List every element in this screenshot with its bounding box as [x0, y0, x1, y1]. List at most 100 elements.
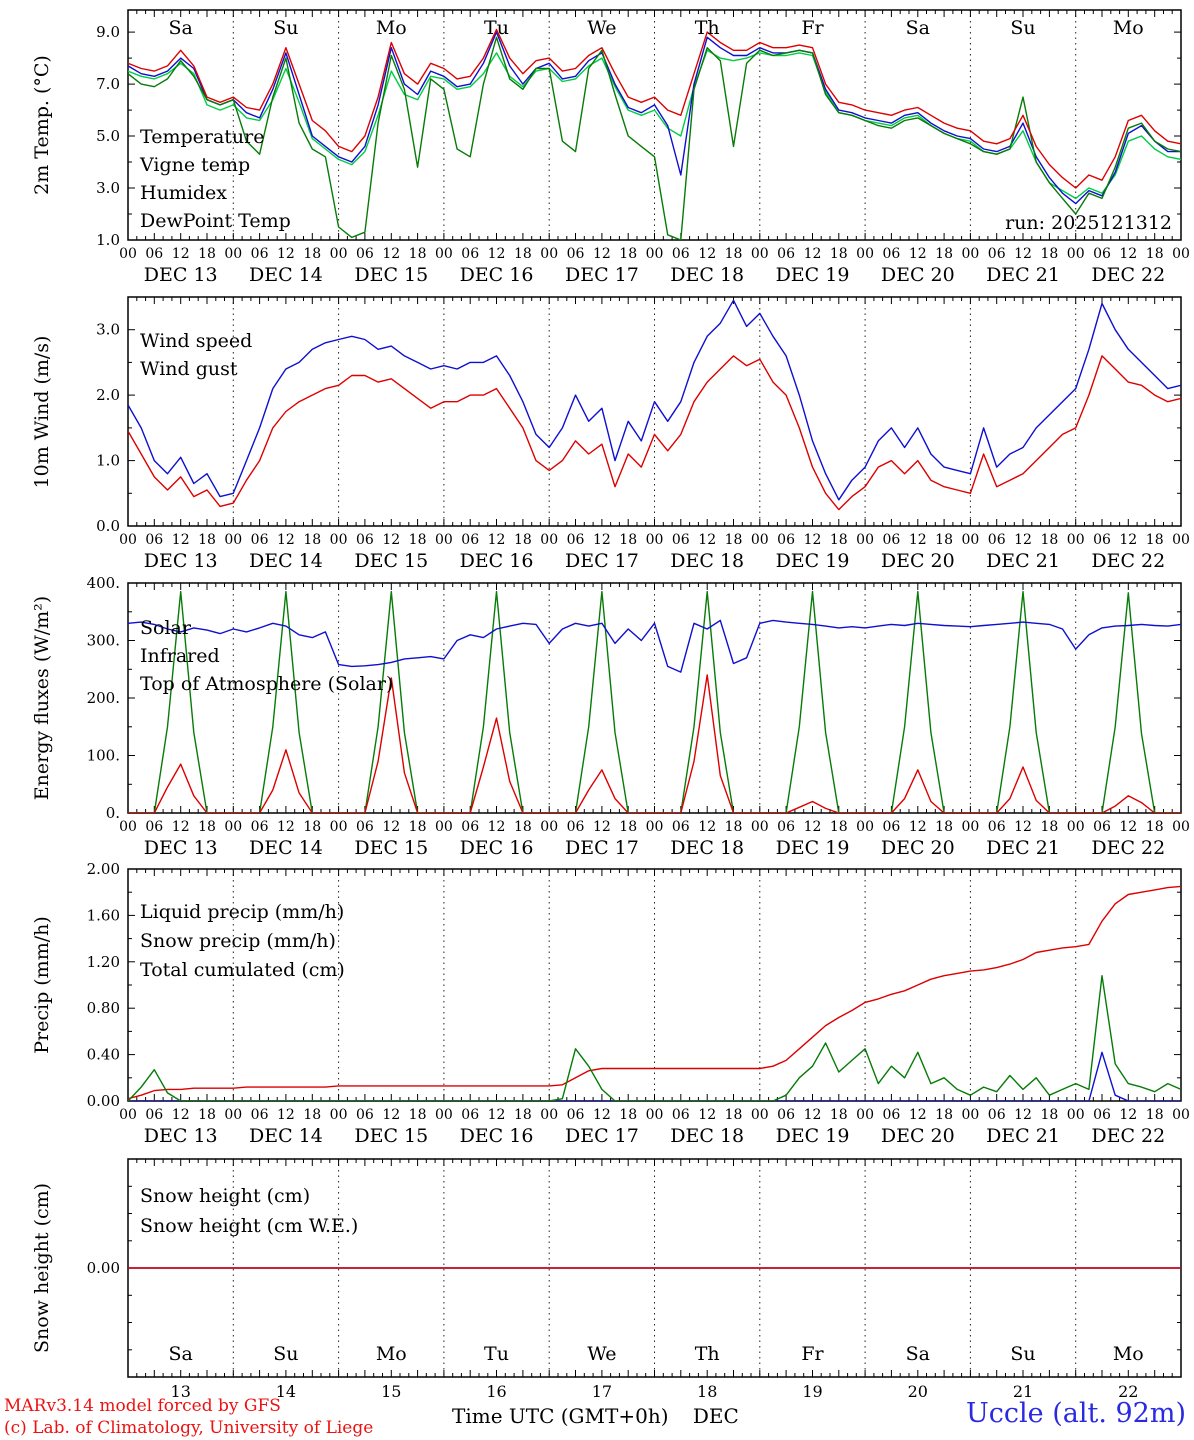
x-tick-label: 06 — [672, 1107, 690, 1123]
x-tick-label: 12 — [593, 532, 611, 548]
x-tick-label: 18 — [514, 1107, 532, 1123]
date-label: DEC 14 — [249, 837, 323, 859]
x-tick-label: 06 — [777, 532, 795, 548]
day-number-label: 15 — [381, 1382, 401, 1401]
x-tick-label: 18 — [1040, 532, 1058, 548]
y-tick-label: 1.0 — [96, 231, 120, 249]
panel-energy-fluxes-w-m: 0. 100. 200. 300. 400. Solar Infrared Top of At… — [31, 574, 1190, 859]
y-axis-title: Energy fluxes (W/m²) — [31, 596, 53, 800]
date-label: DEC 13 — [144, 837, 218, 859]
x-tick-label: 18 — [619, 246, 637, 262]
x-tick-label: 18 — [830, 1107, 848, 1123]
weekday-label: Sa — [169, 17, 193, 39]
date-label: DEC 21 — [986, 550, 1060, 572]
x-tick-label: 00 — [435, 532, 453, 548]
legend-top-of-atmosphere-solar: Top of Atmosphere (Solar) — [140, 673, 393, 695]
x-tick-label: 18 — [725, 532, 743, 548]
x-tick-label: 12 — [172, 819, 190, 835]
x-tick-label: 12 — [698, 532, 716, 548]
legend-snow-height-cm-w-e: Snow height (cm W.E.) — [140, 1215, 358, 1237]
legend-wind-speed: Wind speed — [140, 330, 252, 352]
x-tick-label: 18 — [514, 819, 532, 835]
x-tick-label: 00 — [961, 246, 979, 262]
date-label: DEC 18 — [670, 1125, 744, 1147]
x-tick-label: 06 — [461, 246, 479, 262]
weekday-label: We — [587, 1343, 616, 1365]
x-tick-label: 00 — [646, 819, 664, 835]
x-tick-label: 18 — [725, 246, 743, 262]
x-tick-label: 12 — [698, 1107, 716, 1123]
model-credit-line2: (c) Lab. of Climatology, University of L… — [4, 1418, 374, 1438]
x-tick-label: 06 — [251, 532, 269, 548]
x-tick-label: 00 — [751, 819, 769, 835]
x-tick-label: 18 — [830, 532, 848, 548]
y-tick-label: 0.80 — [87, 999, 120, 1017]
x-tick-label: 18 — [1146, 246, 1164, 262]
x-tick-label: 00 — [119, 532, 137, 548]
legend-wind-gust: Wind gust — [140, 358, 238, 380]
date-label: DEC 20 — [881, 550, 955, 572]
x-tick-label: 18 — [303, 1107, 321, 1123]
weekday-label: Th — [695, 1343, 720, 1365]
x-tick-label: 00 — [751, 246, 769, 262]
x-tick-label: 00 — [330, 1107, 348, 1123]
series-top-of-atmosphere-solar — [128, 590, 1181, 813]
day-number-label: 21 — [1013, 1382, 1033, 1401]
date-label: DEC 15 — [354, 1125, 428, 1147]
x-tick-label: 18 — [409, 532, 427, 548]
x-tick-label: 18 — [409, 246, 427, 262]
x-tick-label: 06 — [461, 1107, 479, 1123]
day-number-label: 13 — [171, 1382, 191, 1401]
date-label: DEC 17 — [565, 550, 639, 572]
x-tick-label: 06 — [145, 246, 163, 262]
x-tick-label: 06 — [145, 532, 163, 548]
x-tick-label: 12 — [1119, 532, 1137, 548]
x-tick-label: 18 — [619, 1107, 637, 1123]
x-tick-label: 12 — [488, 532, 506, 548]
x-tick-label: 06 — [356, 246, 374, 262]
x-tick-label: 12 — [277, 1107, 295, 1123]
x-tick-label: 06 — [567, 246, 585, 262]
x-tick-label: 18 — [303, 246, 321, 262]
legend-temperature: Temperature — [140, 126, 264, 148]
weekday-label: Su — [1010, 17, 1035, 39]
x-tick-label: 18 — [303, 532, 321, 548]
series-group — [128, 28, 1181, 240]
x-tick-label: 12 — [172, 246, 190, 262]
date-label: DEC 21 — [986, 264, 1060, 286]
date-label: DEC 18 — [670, 264, 744, 286]
x-tick-label: 12 — [909, 246, 927, 262]
x-tick-label: 18 — [409, 819, 427, 835]
y-tick-label: 3.0 — [96, 179, 120, 197]
legend-total-cumulated-cm: Total cumulated (cm) — [140, 959, 345, 981]
y-tick-label: 1.60 — [87, 906, 120, 924]
y-tick-label: 2.0 — [96, 386, 120, 404]
station-label: Uccle (alt. 92m) — [966, 1398, 1186, 1429]
weekday-label: Mo — [376, 1343, 407, 1365]
date-label: DEC 16 — [460, 1125, 534, 1147]
date-label: DEC 22 — [1091, 264, 1165, 286]
date-label: DEC 20 — [881, 1125, 955, 1147]
date-label: DEC 17 — [565, 837, 639, 859]
date-label: DEC 18 — [670, 550, 744, 572]
x-tick-label: 00 — [751, 532, 769, 548]
x-tick-label: 12 — [804, 246, 822, 262]
day-number-label: 22 — [1118, 1382, 1138, 1401]
x-tick-label: 12 — [804, 532, 822, 548]
legend-snow-precip-mm-h: Snow precip (mm/h) — [140, 930, 336, 952]
day-gridlines — [232, 1159, 1077, 1377]
date-label: DEC 16 — [460, 837, 534, 859]
x-tick-label: 12 — [1014, 1107, 1032, 1123]
x-tick-label: 00 — [119, 246, 137, 262]
y-axis-title: 2m Temp. (°C) — [31, 55, 53, 195]
series-vigne-temp — [128, 36, 1181, 240]
x-tick-label: 12 — [382, 1107, 400, 1123]
x-tick-label: 00 — [540, 819, 558, 835]
x-tick-label: 12 — [698, 819, 716, 835]
y-tick-label: 1.0 — [96, 452, 120, 470]
x-tick-label: 18 — [935, 1107, 953, 1123]
x-tick-label: 18 — [935, 246, 953, 262]
y-ticks: 1.0 3.0 5.0 7.0 9.0 — [96, 23, 1181, 249]
day-gridlines — [232, 869, 1077, 1101]
